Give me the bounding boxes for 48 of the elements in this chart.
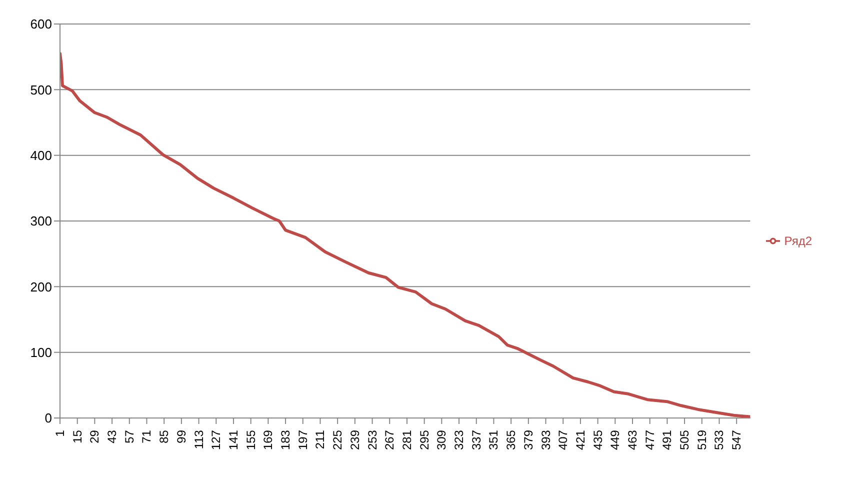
x-tick-label: 43 <box>105 430 120 444</box>
x-tick-label: 239 <box>348 430 362 450</box>
x-tick-label: 337 <box>469 430 484 450</box>
x-tick-label: 491 <box>660 430 674 450</box>
x-tick-label: 85 <box>157 430 172 444</box>
x-tick-label: 183 <box>278 430 293 450</box>
x-tick-label: 533 <box>712 430 726 450</box>
x-tick-label: 57 <box>122 430 136 444</box>
legend-label: Ряд2 <box>784 234 812 248</box>
x-tick-label: 379 <box>521 430 536 450</box>
x-tick-label: 407 <box>556 430 570 450</box>
x-tick-label: 435 <box>590 430 605 450</box>
x-tick-label: 141 <box>226 430 240 450</box>
x-tick-label: 71 <box>140 430 154 444</box>
x-tick-label: 449 <box>608 430 622 450</box>
x-tick-label: 309 <box>434 430 449 450</box>
y-tick-label: 400 <box>30 148 52 163</box>
x-tick-label: 127 <box>209 430 224 450</box>
x-tick-label: 169 <box>261 430 276 450</box>
y-tick-label: 200 <box>30 279 52 294</box>
x-tick-label: 323 <box>452 430 466 450</box>
x-tick-label: 225 <box>330 430 345 450</box>
x-tick-label: 197 <box>296 430 310 450</box>
y-tick-label: 100 <box>30 344 52 360</box>
x-tick-label: 351 <box>486 430 501 450</box>
x-tick-label: 29 <box>88 430 102 444</box>
x-tick-label: 547 <box>730 430 744 450</box>
x-tick-label: 393 <box>538 430 553 450</box>
y-tick-label: 600 <box>30 16 52 32</box>
x-tick-label: 113 <box>192 430 206 450</box>
x-tick-label: 463 <box>625 430 640 450</box>
x-tick-label: 15 <box>70 430 84 444</box>
x-tick-label: 505 <box>678 430 692 450</box>
x-tick-label: 253 <box>365 430 380 450</box>
x-tick-label: 281 <box>400 430 414 450</box>
y-tick-label: 300 <box>30 214 52 229</box>
x-tick-label: 421 <box>573 430 588 450</box>
x-tick-label: 477 <box>642 430 657 450</box>
y-tick-label: 0 <box>44 410 52 426</box>
y-tick-label: 500 <box>30 82 52 98</box>
x-tick-label: 99 <box>174 430 188 444</box>
x-tick-label: 267 <box>382 430 397 450</box>
x-tick-label: 295 <box>417 430 432 450</box>
x-tick-label: 211 <box>313 430 328 450</box>
x-tick-label: 365 <box>504 430 518 450</box>
x-tick-label: 519 <box>694 430 709 450</box>
x-tick-label: 155 <box>244 430 258 450</box>
x-tick-label: 1 <box>53 430 67 437</box>
